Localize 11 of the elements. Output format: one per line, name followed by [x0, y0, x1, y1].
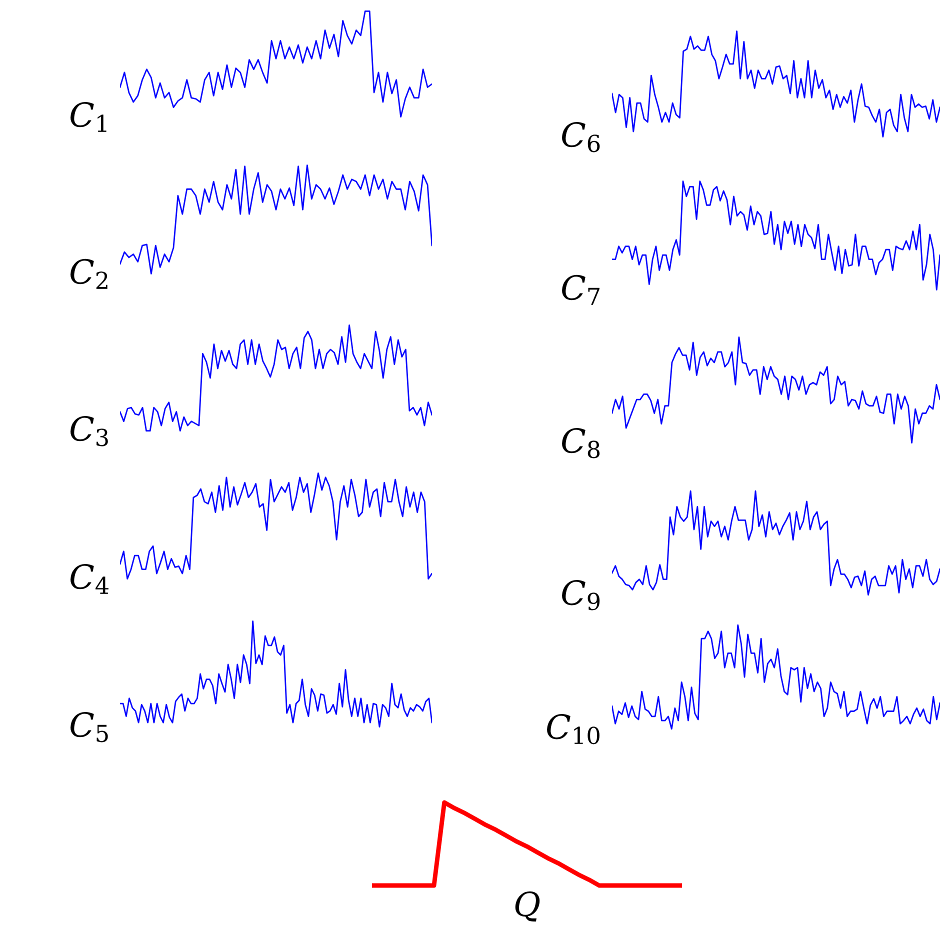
y-axis-title: C$_{9}$ — [562, 580, 600, 610]
y-axis-title: C$_{8}$ — [562, 428, 600, 458]
y-axis-title: C$_{4}$ — [70, 564, 108, 594]
y-axis-title: C$_{3}$ — [70, 416, 108, 446]
y-axis-title: C$_{1}$ — [70, 102, 106, 132]
y-axis-title: C$_{5}$ — [70, 712, 108, 742]
y-axis-title: C$_{2}$ — [70, 258, 108, 289]
y-axis-title: C$_{7}$ — [562, 274, 600, 305]
y-axis-title: C$_{10}$ — [547, 714, 600, 744]
x-axis-title: Q — [515, 891, 540, 922]
y-axis-title: C$_{6}$ — [562, 122, 600, 152]
